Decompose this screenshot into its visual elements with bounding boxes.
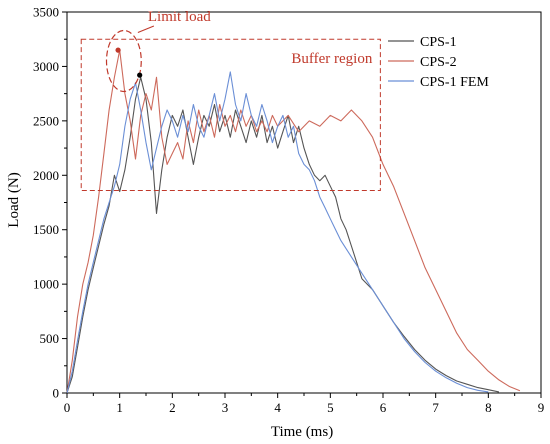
x-tick-label-8: 8 bbox=[485, 400, 492, 415]
y-tick-label-2: 1000 bbox=[33, 277, 59, 292]
x-tick-label-2: 2 bbox=[169, 400, 176, 415]
x-tick-label-7: 7 bbox=[432, 400, 439, 415]
series-line-cps-2 bbox=[66, 49, 521, 394]
limit-load-label: Limit load bbox=[148, 9, 211, 25]
plot-area bbox=[66, 11, 542, 394]
x-tick-label-5: 5 bbox=[327, 400, 334, 415]
buffer-region-label: Buffer region bbox=[291, 51, 372, 67]
x-tick-label-3: 3 bbox=[222, 400, 229, 415]
series-layer bbox=[66, 49, 521, 394]
y-axis-title: Load (N) bbox=[6, 172, 22, 227]
limit-point-0 bbox=[115, 47, 121, 53]
limit-load-ellipse bbox=[105, 29, 142, 93]
limit-point-1 bbox=[137, 72, 143, 78]
limit-load-leader bbox=[137, 25, 155, 33]
y-tick-label-3: 1500 bbox=[33, 222, 59, 237]
x-tick-label-1: 1 bbox=[116, 400, 123, 415]
x-tick-label-4: 4 bbox=[274, 400, 281, 415]
y-tick-label-0: 0 bbox=[53, 386, 60, 401]
plot-frame bbox=[66, 11, 542, 394]
x-tick-label-0: 0 bbox=[64, 400, 71, 415]
x-tick-label-9: 9 bbox=[538, 400, 545, 415]
x-tick-label-6: 6 bbox=[380, 400, 387, 415]
legend-label-cps-1: CPS-1 bbox=[420, 35, 457, 50]
y-tick-label-7: 3500 bbox=[33, 5, 59, 20]
axes-layer: 0 1 2 3 4 5 6 7 8 9 0 500 1000 1500 2000 2500 3000 3500 bbox=[33, 5, 544, 416]
y-tick-label-5: 2500 bbox=[33, 113, 59, 128]
annotation-layer: Buffer region Limit load bbox=[80, 9, 381, 192]
x-axis-title: Time (ms) bbox=[271, 424, 333, 440]
series-line-cps-1 bbox=[66, 76, 500, 394]
y-tick-label-6: 3000 bbox=[33, 59, 59, 74]
buffer-region-box bbox=[80, 38, 381, 192]
legend-label-cps-2: CPS-2 bbox=[420, 55, 457, 70]
legend-label-cps-1-fem: CPS-1 FEM bbox=[420, 75, 489, 90]
legend: CPS-1 CPS-2 CPS-1 FEM bbox=[388, 35, 489, 90]
y-tick-label-4: 2000 bbox=[33, 168, 59, 183]
y-tick-label-1: 500 bbox=[40, 331, 60, 346]
series-line-cps-1-fem bbox=[66, 71, 489, 394]
